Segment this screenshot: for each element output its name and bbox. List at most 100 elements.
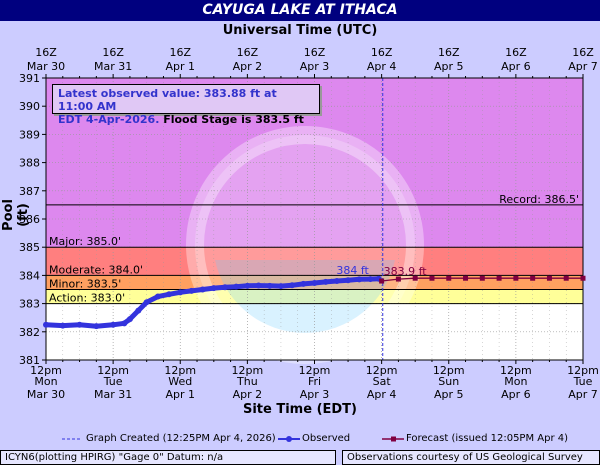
forecast-point bbox=[429, 275, 435, 281]
observed-point bbox=[43, 321, 49, 328]
top-tick-label-hour: 16Z bbox=[572, 46, 594, 59]
observed-point bbox=[210, 285, 217, 292]
record-label: Record: 386.5' bbox=[499, 193, 579, 206]
footer-credit: Observations courtesy of US Geological S… bbox=[342, 450, 600, 465]
bottom-tick-label-date: Mar 30 bbox=[27, 388, 65, 401]
y-tick-label: 387 bbox=[19, 185, 40, 198]
legend-observed-marker bbox=[286, 436, 292, 442]
observed-point bbox=[222, 284, 228, 291]
forecast-point bbox=[546, 275, 552, 281]
forecast-label: 383.9 ft bbox=[384, 265, 428, 278]
top-tick-label-hour: 16Z bbox=[438, 46, 460, 59]
observed-point bbox=[154, 293, 161, 300]
forecast-point bbox=[463, 275, 469, 281]
y-tick-label: 382 bbox=[19, 326, 40, 339]
forecast-point bbox=[580, 275, 586, 281]
bottom-tick-label-day: Mon bbox=[504, 375, 527, 388]
observed-point bbox=[367, 276, 374, 283]
top-tick-label-date: Apr 3 bbox=[300, 60, 330, 73]
bottom-tick-label-hour: 12pm bbox=[567, 364, 599, 377]
bottom-tick-label-hour: 12pm bbox=[433, 364, 465, 377]
legend-forecast-label: Forecast (issued 12:05PM Apr 4) bbox=[406, 433, 569, 444]
bottom-tick-label-day: Mon bbox=[34, 375, 57, 388]
bottom-tick-label-date: Apr 5 bbox=[434, 388, 464, 401]
bottom-tick-label-day: Tue bbox=[573, 375, 593, 388]
bottom-tick-label-hour: 12pm bbox=[366, 364, 398, 377]
bottom-tick-label-hour: 12pm bbox=[30, 364, 62, 377]
latest-observed-line1: Latest observed value: 383.88 ft at 11:0… bbox=[58, 87, 277, 113]
y-tick-label: 384 bbox=[19, 269, 40, 282]
bottom-tick-label-date: Apr 4 bbox=[367, 388, 397, 401]
observed-point bbox=[93, 323, 100, 330]
top-tick-label-date: Apr 2 bbox=[233, 60, 263, 73]
top-tick-label-hour: 16Z bbox=[371, 46, 393, 59]
forecast-point bbox=[395, 276, 401, 282]
top-tick-label-hour: 16Z bbox=[237, 46, 259, 59]
observed-point bbox=[266, 282, 273, 289]
top-tick-label-hour: 16Z bbox=[102, 46, 124, 59]
observed-point bbox=[166, 291, 173, 298]
stage-label-action: Action: 383.0' bbox=[49, 292, 125, 305]
bottom-tick-label-date: Apr 6 bbox=[501, 388, 531, 401]
chart-title: CAYUGA LAKE AT ITHACA bbox=[0, 0, 600, 21]
y-tick-label: 391 bbox=[19, 72, 40, 85]
observed-point bbox=[59, 322, 66, 329]
forecast-point bbox=[379, 278, 385, 284]
observed-point bbox=[300, 280, 307, 287]
observed-point bbox=[126, 316, 133, 323]
y-tick-label: 385 bbox=[19, 241, 40, 254]
y-tick-label: 390 bbox=[19, 100, 40, 113]
bottom-tick-label-date: Apr 7 bbox=[568, 388, 598, 401]
bottom-tick-label-hour: 12pm bbox=[97, 364, 129, 377]
top-axis-title: Universal Time (UTC) bbox=[222, 23, 378, 38]
observed-point bbox=[277, 283, 284, 290]
bottom-tick-label-date: Apr 3 bbox=[300, 388, 330, 401]
bottom-tick-label-hour: 12pm bbox=[164, 364, 196, 377]
forecast-point bbox=[563, 275, 569, 281]
stage-label-minor: Minor: 383.5' bbox=[49, 278, 121, 291]
legend-forecast-marker bbox=[391, 436, 396, 442]
legend-symbols bbox=[62, 436, 404, 442]
top-tick-label-date: Apr 4 bbox=[367, 60, 397, 73]
legend-graph-created-label: Graph Created (12:25PM Apr 4, 2026) bbox=[86, 433, 276, 444]
observed-point bbox=[110, 321, 117, 328]
forecast-point bbox=[530, 275, 536, 281]
top-tick-label-date: Apr 7 bbox=[568, 60, 598, 73]
observed-point bbox=[289, 282, 296, 289]
stage-label-major: Major: 385.0' bbox=[49, 235, 121, 248]
observed-point bbox=[255, 282, 262, 289]
observed-point bbox=[356, 276, 363, 283]
observed-point bbox=[76, 321, 83, 328]
top-tick-label-date: Mar 30 bbox=[27, 60, 65, 73]
top-tick-label-hour: 16Z bbox=[169, 46, 191, 59]
top-tick-label-hour: 16Z bbox=[505, 46, 527, 59]
bottom-tick-label-day: Sat bbox=[373, 375, 392, 388]
forecast-point bbox=[446, 275, 452, 281]
observed-label: 384 ft bbox=[336, 264, 369, 277]
top-tick-label-hour: 16Z bbox=[304, 46, 326, 59]
bottom-tick-label-day: Sun bbox=[438, 375, 459, 388]
forecast-point bbox=[412, 275, 418, 281]
latest-observed-date: EDT 4-Apr-2026. bbox=[58, 113, 160, 126]
observed-point bbox=[244, 282, 251, 289]
y-tick-label: 388 bbox=[19, 157, 40, 170]
observed-point bbox=[345, 277, 352, 284]
noaa-watermark bbox=[186, 126, 424, 364]
bottom-tick-label-day: Tue bbox=[103, 375, 123, 388]
bottom-tick-label-date: Apr 1 bbox=[165, 388, 195, 401]
top-tick-label-date: Apr 5 bbox=[434, 60, 464, 73]
top-tick-label-date: Mar 31 bbox=[94, 60, 132, 73]
latest-observed-box: Latest observed value: 383.88 ft at 11:0… bbox=[52, 84, 320, 126]
y-tick-label: 389 bbox=[19, 128, 40, 141]
bottom-tick-label-hour: 12pm bbox=[500, 364, 532, 377]
observed-point bbox=[322, 278, 329, 285]
y-tick-label: 386 bbox=[19, 213, 40, 226]
y-tick-label: 381 bbox=[19, 354, 40, 367]
observed-point bbox=[233, 283, 240, 290]
forecast-point bbox=[496, 275, 502, 281]
observed-point bbox=[121, 320, 128, 327]
legend: Graph Created (12:25PM Apr 4, 2026) Obse… bbox=[0, 431, 600, 447]
footer-datum: ICYN6(plotting HPIRG) "Gage 0" Datum: n/… bbox=[0, 450, 336, 465]
top-tick-label-date: Apr 6 bbox=[501, 60, 531, 73]
top-tick-label-date: Apr 1 bbox=[165, 60, 195, 73]
